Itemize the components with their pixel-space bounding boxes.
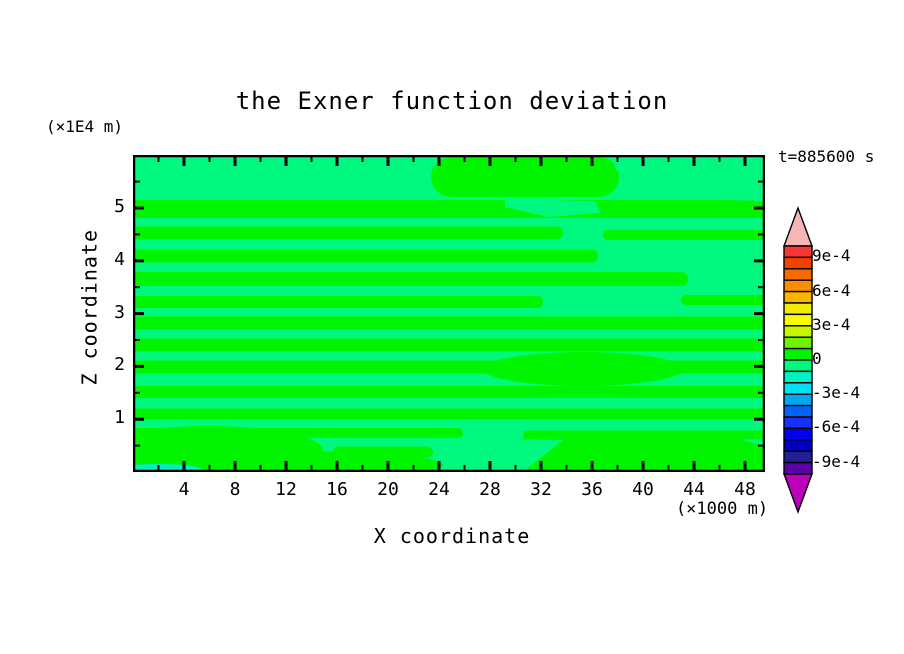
y-tick-label: 4 bbox=[114, 248, 125, 270]
contour-band-positive bbox=[333, 446, 433, 458]
time-stamp-label: t=885600 s bbox=[778, 147, 875, 166]
contour-band-positive bbox=[133, 338, 765, 352]
colorbar-segment bbox=[783, 370, 813, 384]
colorbar-segment bbox=[783, 313, 813, 327]
colorbar-level-label: -9e-4 bbox=[812, 451, 861, 471]
x-tick-label: 8 bbox=[229, 479, 241, 500]
x-tick-label: 48 bbox=[734, 479, 756, 500]
x-tick-label: 32 bbox=[530, 479, 552, 500]
contour-region-background bbox=[505, 199, 601, 217]
contour-band-positive bbox=[563, 456, 765, 472]
chart-title: the Exner function deviation bbox=[235, 87, 669, 115]
x-tick-label: 36 bbox=[581, 479, 603, 500]
colorbar-level-label: -3e-4 bbox=[812, 383, 861, 403]
contour-band-positive bbox=[133, 408, 765, 420]
x-tick-label: 20 bbox=[377, 479, 399, 500]
colorbar-segment bbox=[783, 359, 813, 373]
contour-band-positive bbox=[603, 230, 765, 240]
y-axis-unit-label: (×1E4 m) bbox=[46, 117, 124, 136]
colorbar-segment bbox=[783, 279, 813, 293]
contour-band-positive bbox=[483, 352, 683, 386]
x-axis-title: X coordinate bbox=[373, 524, 531, 548]
x-tick-label: 24 bbox=[428, 479, 450, 500]
colorbar-over-arrow bbox=[782, 205, 814, 247]
colorbar-segment bbox=[783, 382, 813, 395]
colorbar-segment bbox=[783, 290, 813, 304]
colorbar-segment bbox=[783, 245, 813, 259]
contour-band-positive bbox=[133, 249, 598, 263]
contour-region-background bbox=[613, 155, 765, 201]
colorbar-segment bbox=[783, 439, 813, 452]
contour-band-positive bbox=[133, 200, 765, 218]
x-axis-unit-label: (×1000 m) bbox=[675, 499, 769, 519]
y-tick-label: 1 bbox=[114, 407, 125, 429]
x-tick-label: 40 bbox=[632, 479, 654, 500]
contour-region-background bbox=[438, 438, 563, 472]
colorbar-segment bbox=[783, 336, 813, 350]
colorbar-segment bbox=[783, 416, 813, 430]
colorbar-segment bbox=[783, 427, 813, 441]
x-tick-label: 12 bbox=[275, 479, 297, 500]
contour-band-positive bbox=[133, 316, 765, 330]
contour-band-positive bbox=[431, 157, 619, 197]
x-tick-label: 4 bbox=[178, 479, 190, 500]
colorbar-segment bbox=[783, 256, 813, 270]
x-tick-label: 16 bbox=[326, 479, 348, 500]
contour-band-positive bbox=[133, 386, 765, 398]
x-tick-label: 28 bbox=[479, 479, 501, 500]
colorbar-segment bbox=[783, 302, 813, 316]
colorbar-segment bbox=[783, 325, 813, 338]
contour-band-positive bbox=[133, 296, 543, 308]
contour-band-positive bbox=[133, 226, 563, 240]
colorbar-segment bbox=[783, 268, 813, 281]
colorbar-level-label: 9e-4 bbox=[812, 246, 851, 266]
colorbar-level-label: 6e-4 bbox=[812, 280, 851, 300]
y-tick-label: 2 bbox=[114, 354, 125, 376]
contour-band-positive bbox=[681, 295, 765, 305]
y-tick-label: 5 bbox=[114, 196, 125, 217]
contour-band-positive bbox=[133, 272, 688, 286]
colorbar-segment bbox=[783, 404, 813, 418]
x-tick-label: 44 bbox=[683, 479, 705, 500]
colorbar-segment bbox=[783, 461, 813, 475]
colorbar-level-label: 0 bbox=[812, 349, 822, 368]
colorbar-segment bbox=[783, 347, 813, 361]
colorbar-level-label: -6e-4 bbox=[812, 417, 861, 437]
y-tick-label: 3 bbox=[114, 301, 125, 323]
colorbar-level-label: 3e-4 bbox=[812, 314, 851, 334]
colorbar bbox=[782, 205, 814, 515]
colorbar-segment bbox=[783, 393, 813, 407]
contour-plot bbox=[133, 155, 765, 472]
colorbar-segment bbox=[783, 450, 813, 464]
